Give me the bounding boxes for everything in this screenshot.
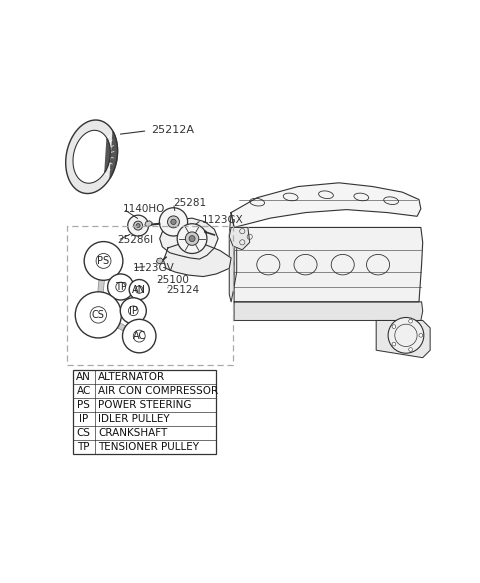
Bar xyxy=(67,226,233,365)
Circle shape xyxy=(177,224,207,254)
Text: 25281: 25281 xyxy=(173,198,206,208)
Polygon shape xyxy=(73,131,110,183)
Text: 1140HO: 1140HO xyxy=(123,204,166,214)
Circle shape xyxy=(189,236,195,241)
Circle shape xyxy=(129,279,149,300)
Text: AC: AC xyxy=(77,386,91,396)
Circle shape xyxy=(392,342,396,346)
Circle shape xyxy=(128,215,148,236)
Text: CRANKSHAFT: CRANKSHAFT xyxy=(98,428,168,438)
Text: 1123GX: 1123GX xyxy=(202,215,243,225)
Text: IDLER PULLEY: IDLER PULLEY xyxy=(98,414,170,424)
Text: AN: AN xyxy=(76,371,91,382)
Circle shape xyxy=(133,221,143,230)
Text: 25124: 25124 xyxy=(166,285,199,295)
Polygon shape xyxy=(229,227,250,250)
Circle shape xyxy=(419,333,423,337)
Circle shape xyxy=(108,274,133,300)
Circle shape xyxy=(171,219,176,224)
Text: 1123GV: 1123GV xyxy=(132,262,174,273)
Circle shape xyxy=(120,298,146,324)
Text: TP: TP xyxy=(115,282,127,292)
Circle shape xyxy=(159,208,188,236)
Text: PS: PS xyxy=(77,400,90,410)
Text: AN: AN xyxy=(132,285,146,294)
Text: TENSIONER PULLEY: TENSIONER PULLEY xyxy=(98,442,199,452)
Text: ALTERNATOR: ALTERNATOR xyxy=(98,371,166,382)
Text: POWER STEERING: POWER STEERING xyxy=(98,400,192,410)
Polygon shape xyxy=(105,132,118,178)
Circle shape xyxy=(75,292,121,338)
Text: 25100: 25100 xyxy=(156,275,190,285)
Polygon shape xyxy=(160,218,218,259)
Circle shape xyxy=(408,347,412,352)
Text: AIR CON COMPRESSOR: AIR CON COMPRESSOR xyxy=(98,386,218,396)
Text: 25212A: 25212A xyxy=(151,125,194,135)
Text: TP: TP xyxy=(78,442,90,452)
Text: CS: CS xyxy=(77,428,91,438)
Circle shape xyxy=(84,241,123,280)
Polygon shape xyxy=(66,120,118,194)
Circle shape xyxy=(392,325,396,328)
Polygon shape xyxy=(231,183,421,227)
Polygon shape xyxy=(376,321,430,357)
Text: AC: AC xyxy=(132,331,146,341)
Polygon shape xyxy=(156,258,163,264)
Circle shape xyxy=(168,216,180,228)
Polygon shape xyxy=(229,213,237,302)
Polygon shape xyxy=(145,221,152,227)
Circle shape xyxy=(122,319,156,353)
Polygon shape xyxy=(234,302,423,321)
Text: 25286I: 25286I xyxy=(118,236,154,245)
Polygon shape xyxy=(163,243,231,276)
Text: IP: IP xyxy=(79,414,88,424)
Polygon shape xyxy=(234,227,423,302)
Circle shape xyxy=(408,319,412,323)
Text: CS: CS xyxy=(92,310,105,320)
Circle shape xyxy=(388,318,424,353)
Circle shape xyxy=(185,232,199,245)
Text: IP: IP xyxy=(129,305,138,316)
Circle shape xyxy=(136,224,140,227)
Bar xyxy=(73,370,216,454)
Text: PS: PS xyxy=(97,256,109,266)
